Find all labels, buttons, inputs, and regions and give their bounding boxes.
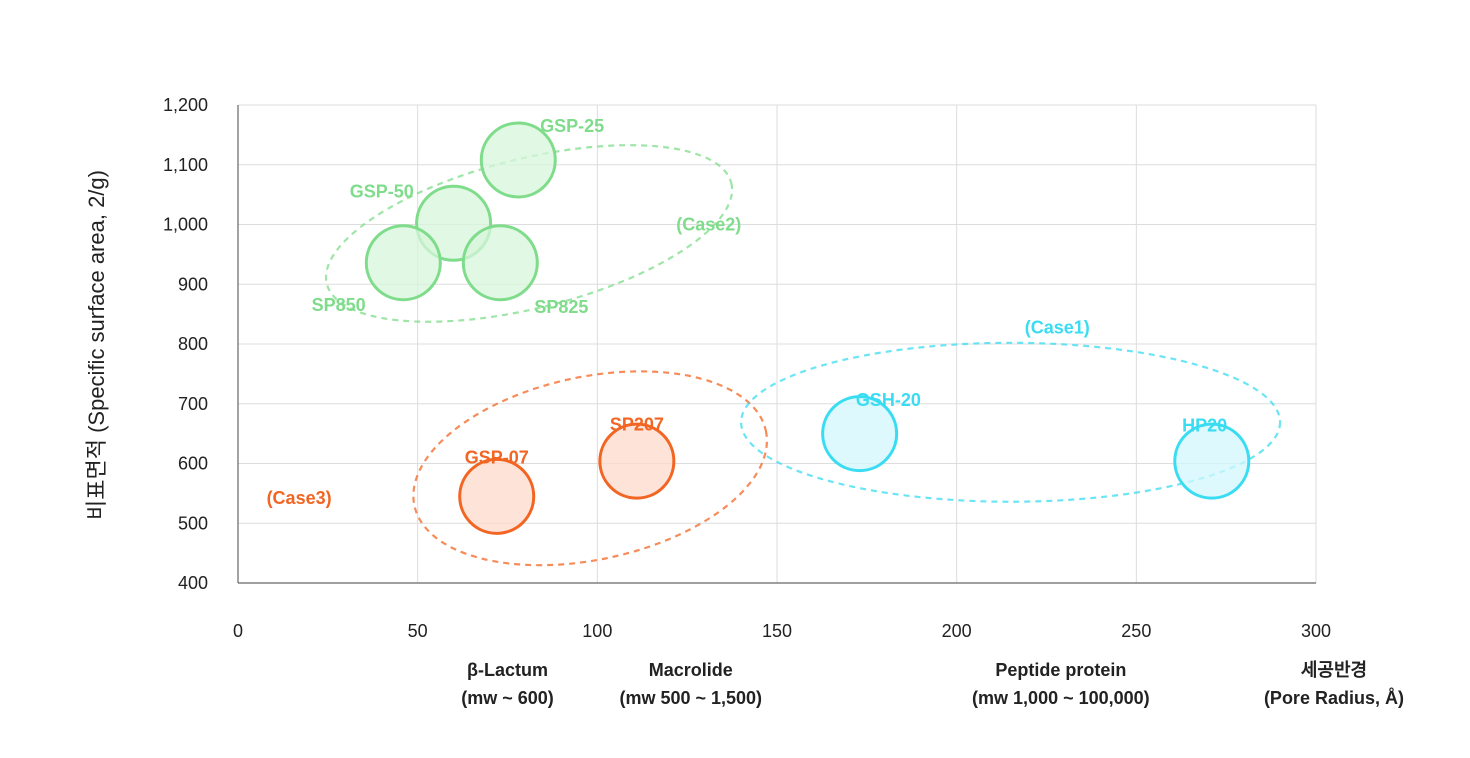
point-label: GSP-25 bbox=[540, 116, 604, 136]
y-axis-label: 비표면적 (Specific surface area, 2/g) bbox=[84, 170, 109, 520]
group-label: (Case2) bbox=[676, 215, 741, 235]
group-label: (Case3) bbox=[267, 488, 332, 508]
group-ellipse bbox=[412, 370, 769, 567]
y-tick-label: 1,000 bbox=[163, 215, 208, 235]
group-ellipses bbox=[324, 144, 1282, 567]
x-tick-label: 50 bbox=[408, 621, 428, 641]
x-tick-label: 250 bbox=[1121, 621, 1151, 641]
point-label: HP20 bbox=[1182, 415, 1227, 435]
y-tick-label: 700 bbox=[178, 394, 208, 414]
x-tick-label: 150 bbox=[762, 621, 792, 641]
point-label: SP825 bbox=[534, 297, 588, 317]
data-point bbox=[458, 457, 536, 535]
x-category-sublabel: (mw ~ 600) bbox=[461, 688, 554, 708]
x-category-label: β-Lactum bbox=[467, 660, 548, 680]
data-points bbox=[364, 121, 1251, 535]
x-tick-label: 100 bbox=[582, 621, 612, 641]
grid-lines bbox=[238, 104, 1317, 584]
point-label: GSP-50 bbox=[350, 182, 414, 202]
point-label: GSH-20 bbox=[856, 390, 921, 410]
y-tick-label: 1,100 bbox=[163, 155, 208, 175]
data-point bbox=[461, 224, 539, 302]
data-point bbox=[821, 395, 899, 473]
data-point bbox=[364, 224, 442, 302]
x-tick-label: 200 bbox=[942, 621, 972, 641]
labels: (Case2) GSP-25 GSP-50 SP850 SP825 (Case3) GSP-… bbox=[267, 116, 1228, 508]
point-label: GSP-07 bbox=[465, 448, 529, 468]
data-point bbox=[1173, 422, 1251, 500]
data-point bbox=[479, 121, 557, 199]
data-point bbox=[598, 422, 676, 500]
axes: 400 500 600 700 800 900 1,000 1,100 1,200 0 50 100 1… bbox=[163, 95, 1404, 708]
x-tick-label: 300 bbox=[1301, 621, 1331, 641]
x-category-label: Peptide protein bbox=[995, 660, 1126, 680]
x-category-sublabel: (Pore Radius, Å) bbox=[1264, 688, 1404, 708]
point-label: SP850 bbox=[312, 295, 366, 315]
y-tick-label: 500 bbox=[178, 513, 208, 533]
y-tick-label: 800 bbox=[178, 334, 208, 354]
y-tick-label: 600 bbox=[178, 454, 208, 474]
point-label: SP207 bbox=[610, 415, 664, 435]
x-category-sublabel: (mw 500 ~ 1,500) bbox=[619, 688, 762, 708]
y-tick-label: 1,200 bbox=[163, 95, 208, 115]
x-category-label: Macrolide bbox=[649, 660, 733, 680]
group-label: (Case1) bbox=[1025, 317, 1090, 337]
y-tick-label: 400 bbox=[178, 573, 208, 593]
group-ellipse bbox=[739, 341, 1282, 503]
y-tick-label: 900 bbox=[178, 274, 208, 294]
x-category-sublabel: (mw 1,000 ~ 100,000) bbox=[972, 688, 1150, 708]
x-category-label: 세공반경 bbox=[1301, 660, 1367, 680]
x-tick-label: 0 bbox=[233, 621, 243, 641]
